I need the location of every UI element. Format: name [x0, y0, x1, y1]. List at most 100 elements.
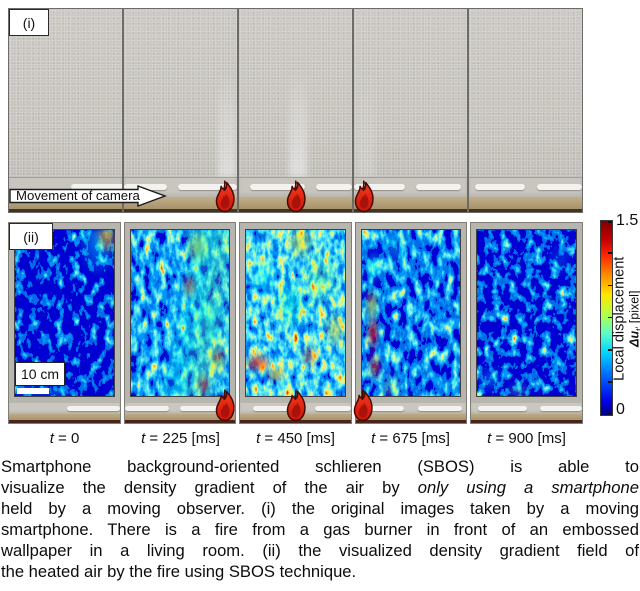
smoke-plume — [357, 47, 375, 177]
wallpaper — [469, 9, 582, 177]
t-symbol: t — [49, 430, 54, 447]
caption-line: wallpaper in a living room. (ii) the vis… — [1, 540, 639, 561]
fire-icon — [354, 180, 374, 213]
colorbar-tick — [608, 284, 612, 287]
rail — [355, 403, 467, 414]
colorbar — [600, 220, 613, 416]
caption-text: wallpaper in a living room. (ii) the vis… — [1, 541, 639, 560]
rail — [471, 403, 582, 414]
photo-bottom-edge — [124, 209, 237, 212]
caption-line: Smartphone background-oriented schlieren… — [1, 456, 639, 477]
heatmap — [129, 229, 231, 397]
heatmap-panel-5 — [470, 222, 583, 424]
rail-bar — [315, 406, 351, 411]
caption-line: visualize the density gradient of the ai… — [1, 477, 639, 498]
row-heatmaps: 10 cm (ii) — [8, 222, 583, 424]
movement-banner: Movement of camera — [9, 184, 169, 208]
unit-label: [pixel] — [627, 290, 640, 327]
caption-text: held by a moving observer. (i) the origi… — [1, 499, 639, 518]
rail-bar — [315, 184, 352, 190]
floor — [354, 197, 467, 209]
caption-line: held by a moving observer. (i) the origi… — [1, 498, 639, 519]
wallpaper — [354, 9, 467, 177]
scale-bar — [17, 388, 49, 394]
heatmap-hotspots — [477, 230, 576, 396]
heatmap-panel-1: 10 cm (ii) — [8, 222, 121, 424]
time-label-3: t = 450 [ms] — [238, 430, 353, 447]
movement-banner-label: Movement of camera — [16, 188, 140, 203]
photo-bottom-edge — [354, 209, 467, 212]
floor — [469, 197, 582, 209]
floor — [9, 414, 120, 420]
panel-label-ii-badge: (ii) — [9, 223, 53, 250]
photo-panel-3 — [239, 9, 352, 212]
photo-panel-5 — [469, 9, 582, 212]
t-value: = 225 [ms] — [145, 430, 220, 447]
fire-icon — [286, 389, 306, 422]
colorbar-tick — [608, 316, 612, 319]
t-symbol: t — [141, 430, 146, 447]
rail-bar — [474, 184, 526, 190]
heatmap-hotspots — [130, 230, 230, 396]
caption-text: visualize the density gradient of the ai… — [1, 478, 418, 497]
rail — [469, 178, 582, 197]
colorbar-tick — [608, 349, 612, 351]
rail-bar — [71, 184, 122, 190]
rail-bar — [178, 184, 237, 190]
photo-bottom-edge — [469, 209, 582, 212]
heatmap — [476, 229, 577, 397]
rail-bar — [539, 406, 582, 411]
heatmap-noise — [477, 230, 576, 396]
colorbar-tick — [608, 221, 612, 223]
rail-bar — [354, 184, 405, 190]
photo-panel-4 — [354, 9, 467, 212]
floor — [355, 414, 467, 420]
photo-bottom-edge — [471, 420, 582, 423]
heatmap-hotspots — [361, 230, 461, 396]
smoke-plume — [289, 47, 307, 177]
photo-panel-1: (i) — [9, 9, 122, 212]
smoke-plume — [218, 47, 236, 177]
floor — [124, 414, 236, 420]
panel-label-ii: (ii) — [23, 228, 39, 245]
time-label-1: t = 0 — [7, 430, 122, 447]
banner-arrow — [9, 184, 168, 208]
subscript-t-prime: t′ — [633, 326, 640, 331]
fire-icon — [353, 389, 373, 422]
colorbar-min-label: 0 — [616, 401, 625, 418]
heatmap — [360, 229, 462, 397]
skirting-line — [469, 177, 582, 178]
t-value: = 675 [ms] — [375, 430, 450, 447]
floor — [471, 414, 582, 420]
time-label-4: t = 675 [ms] — [353, 430, 468, 447]
heatmap-hotspots — [246, 230, 345, 396]
rail-bar — [536, 184, 582, 190]
rail — [9, 403, 120, 414]
rail-bar — [355, 406, 405, 411]
caption-text: the heated air by the fire using SBOS te… — [1, 562, 357, 581]
skirting-line — [124, 177, 237, 178]
t-symbol: t — [487, 430, 492, 447]
t-value: = 0 — [53, 430, 80, 447]
photo-bottom-edge — [240, 420, 351, 423]
t-value: = 900 [ms] — [491, 430, 566, 447]
colorbar-tick — [608, 252, 612, 254]
skirting-line — [9, 177, 122, 178]
fire-icon — [215, 389, 235, 422]
rail-bar — [124, 184, 167, 190]
colorbar-max-label: 1.5 — [616, 212, 639, 229]
heatmap — [245, 229, 346, 397]
t-symbol: t — [256, 430, 261, 447]
rail-bar — [250, 184, 305, 190]
rail-bar — [66, 406, 120, 411]
photo-bottom-edge — [9, 420, 120, 423]
photo-bottom-edge — [9, 209, 122, 212]
scale-label: 10 cm — [20, 366, 60, 382]
photo-panel-2 — [124, 9, 237, 212]
colorbar-tick — [608, 413, 612, 415]
heatmap-panel-4 — [354, 222, 468, 424]
wallpaper — [9, 9, 122, 177]
fire-icon — [215, 180, 235, 213]
rail-bar — [417, 406, 462, 411]
